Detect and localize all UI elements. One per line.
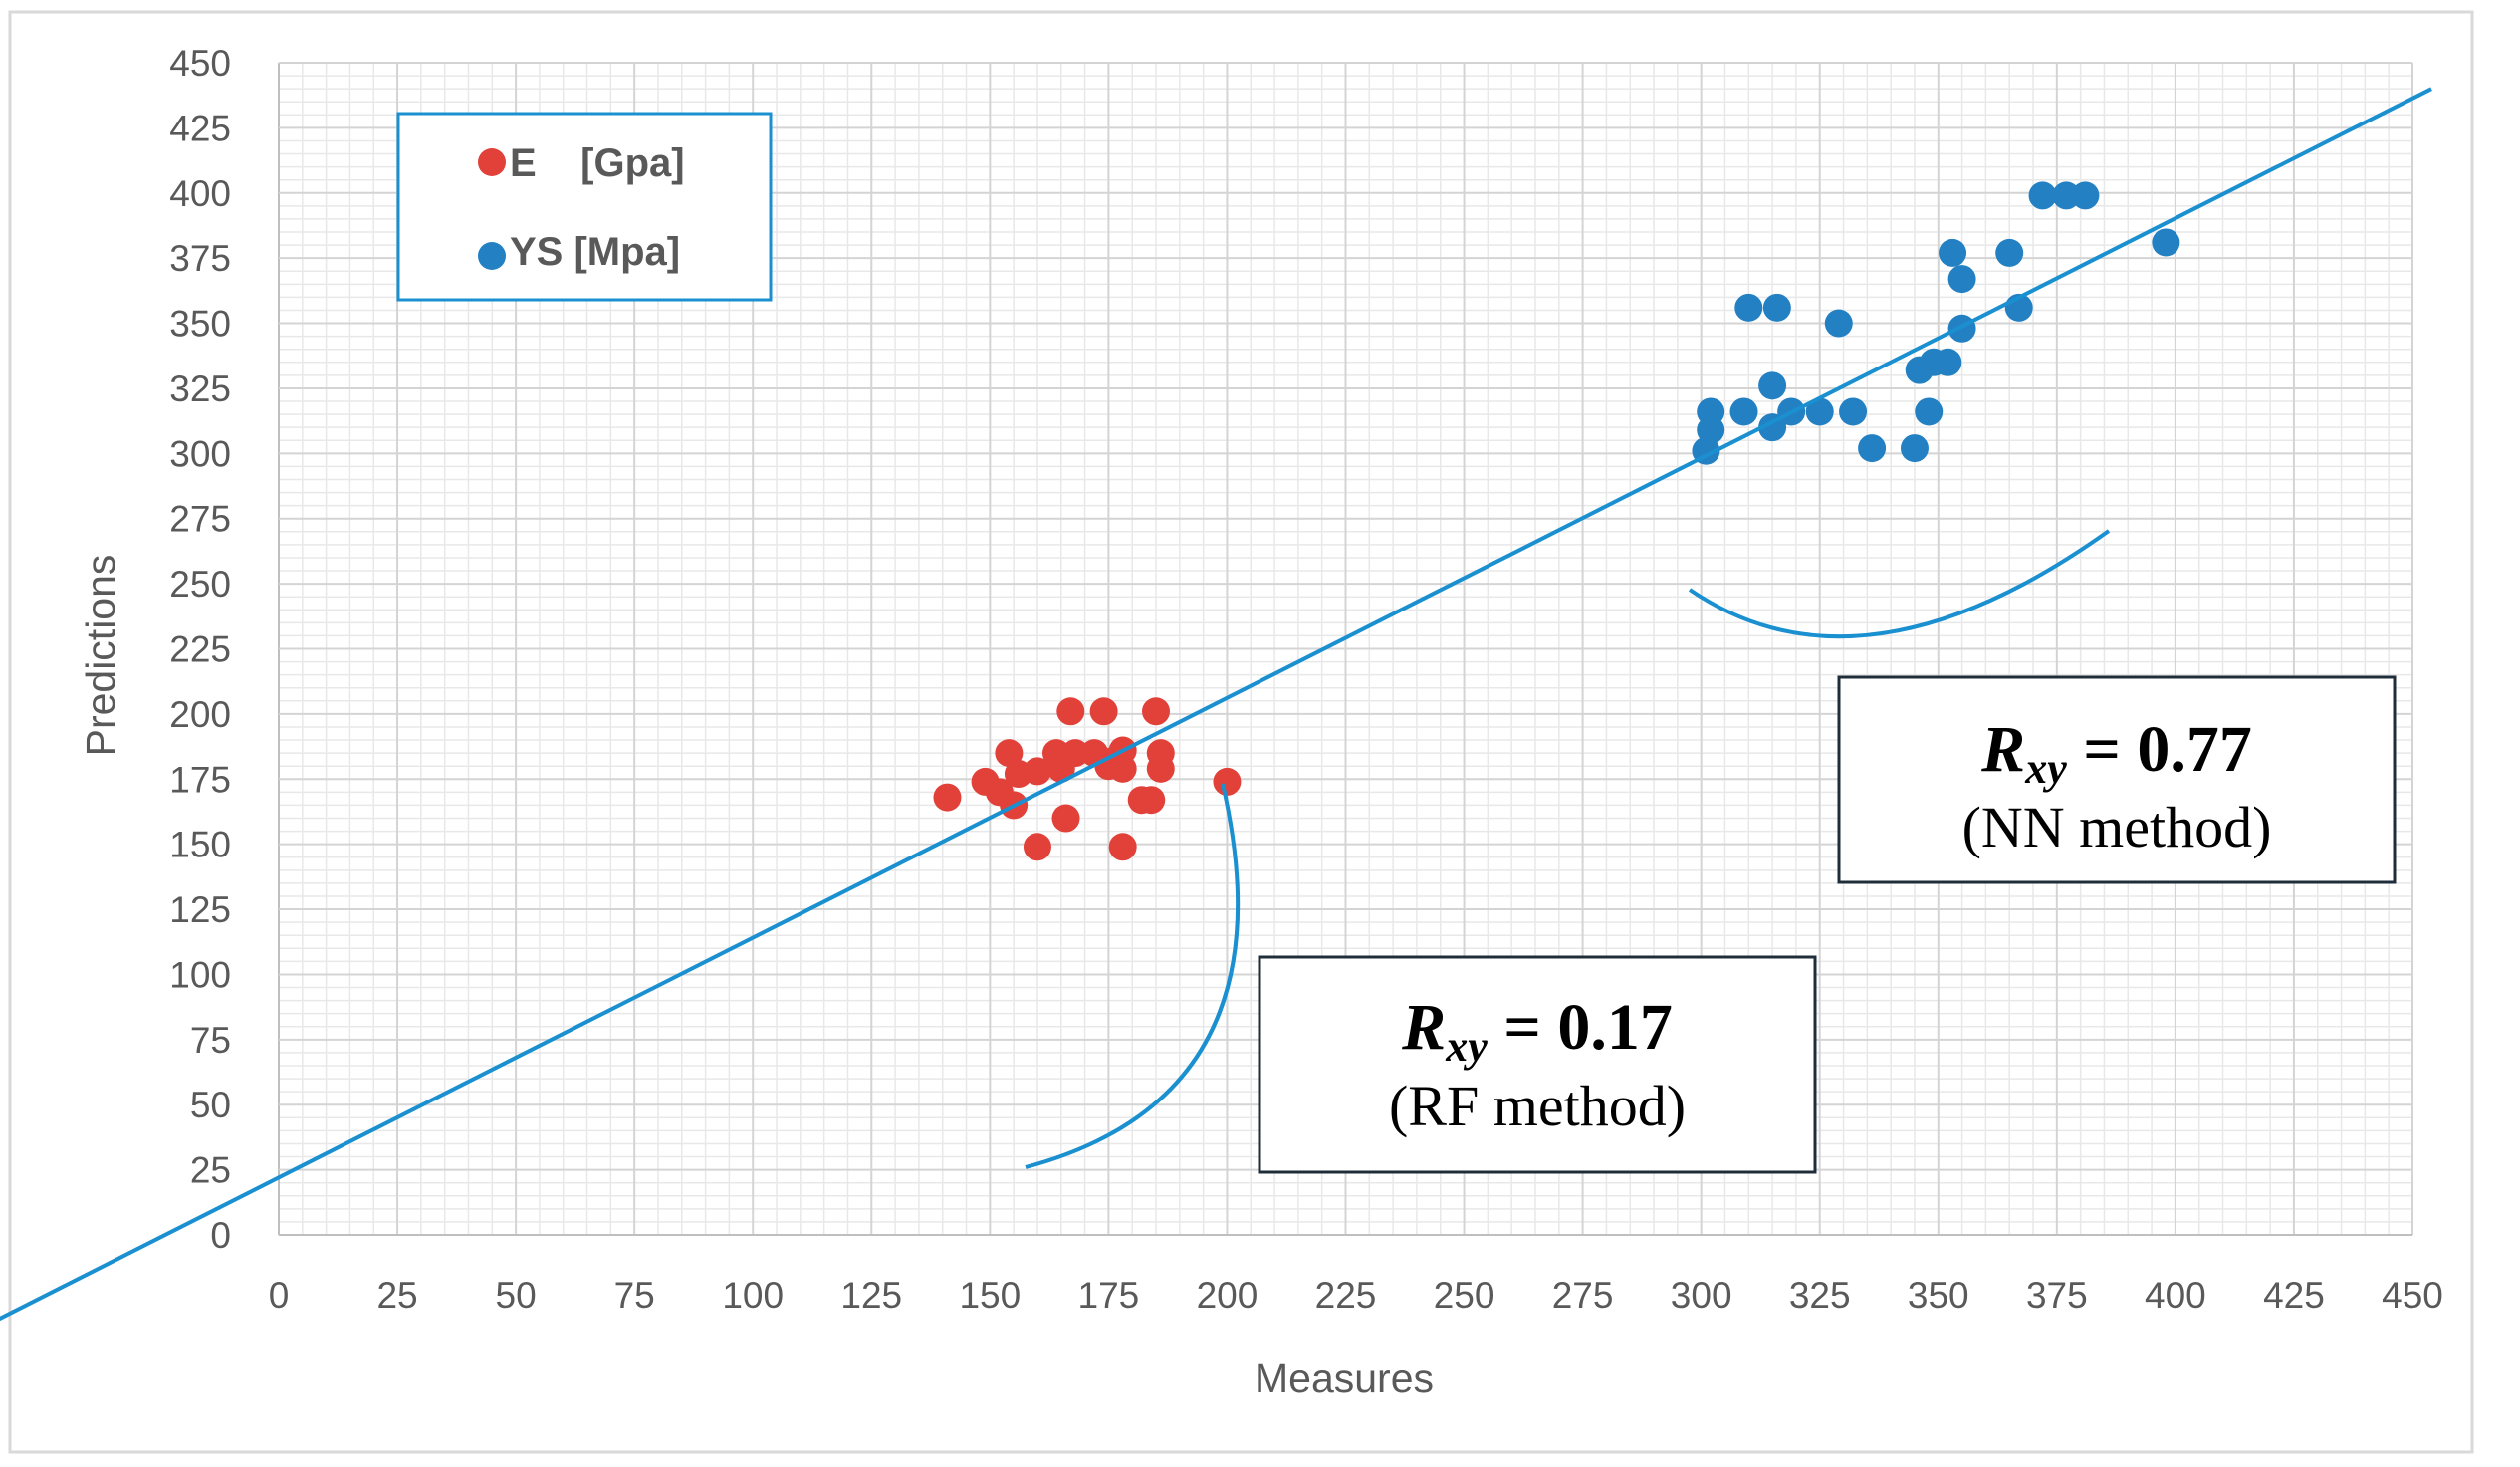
y-axis-ticks: 0 25 50 75 100 125 150 175 200 225 250 275 300 325 350… <box>169 43 231 1256</box>
nn-method-label: (NN method) <box>1962 795 2272 859</box>
y-tick-label: 200 <box>169 694 231 735</box>
legend-box <box>396 112 773 302</box>
point-ys <box>1839 397 1868 426</box>
x-tick-label: 225 <box>1315 1275 1377 1316</box>
point-ys <box>1697 397 1725 426</box>
x-axis-title: Measures <box>1255 1355 1434 1401</box>
legend-marker-ys <box>478 242 506 270</box>
nn-annotation-arc <box>1688 529 2111 639</box>
legend: E [Gpa] YS [Mpa] <box>396 112 773 302</box>
x-tick-label: 125 <box>840 1275 902 1316</box>
point-e <box>1213 767 1242 796</box>
x-tick-label: 75 <box>614 1275 655 1316</box>
y-tick-label: 300 <box>169 433 231 474</box>
point-ys <box>1939 238 1967 267</box>
point-ys <box>1995 238 2024 267</box>
point-e <box>933 783 962 812</box>
x-tick-label: 275 <box>1552 1275 1614 1316</box>
y-tick-label: 225 <box>169 629 231 670</box>
x-tick-label: 350 <box>1908 1275 1969 1316</box>
x-tick-label: 400 <box>2145 1275 2206 1316</box>
y-tick-label: 250 <box>169 564 231 605</box>
point-e <box>1023 833 1051 861</box>
x-tick-label: 375 <box>2026 1275 2088 1316</box>
rf-r-subscript: xy <box>1445 1022 1488 1071</box>
point-ys <box>1900 434 1929 463</box>
legend-label-e: E [Gpa] <box>510 141 685 185</box>
rf-r-symbol: R <box>1401 991 1446 1064</box>
point-ys <box>1915 397 1944 426</box>
point-ys <box>1947 314 1976 343</box>
x-tick-label: 100 <box>722 1275 784 1316</box>
point-ys <box>2071 181 2100 210</box>
point-e <box>1137 786 1166 815</box>
x-axis-ticks: 0 25 50 75 100 125 150 175 200 225 250 275 300 325 350… <box>269 1275 2443 1316</box>
legend-label-ys: YS [Mpa] <box>510 230 680 274</box>
x-tick-label: 150 <box>959 1275 1021 1316</box>
point-ys <box>1729 397 1758 426</box>
x-tick-label: 425 <box>2263 1275 2325 1316</box>
x-tick-label: 450 <box>2382 1275 2443 1316</box>
point-ys <box>1824 309 1853 338</box>
y-tick-label: 0 <box>210 1215 231 1256</box>
point-e <box>1108 833 1137 861</box>
point-ys <box>1947 265 1976 294</box>
y-tick-label: 450 <box>169 43 231 84</box>
x-tick-label: 250 <box>1434 1275 1495 1316</box>
rf-r-value: Rxy = 0.17 <box>1401 991 1673 1071</box>
point-e <box>1142 697 1171 726</box>
x-tick-label: 325 <box>1789 1275 1851 1316</box>
nn-annotation: Rxy = 0.77 (NN method) <box>1837 675 2397 884</box>
x-tick-label: 0 <box>269 1275 290 1316</box>
y-tick-label: 125 <box>169 889 231 930</box>
y-tick-label: 25 <box>190 1150 231 1191</box>
y-tick-label: 425 <box>169 108 231 148</box>
point-e <box>1089 697 1118 726</box>
y-tick-label: 150 <box>169 825 231 865</box>
x-tick-label: 25 <box>376 1275 417 1316</box>
nn-r-number: = 0.77 <box>2067 713 2252 786</box>
x-tick-label: 200 <box>1197 1275 1259 1316</box>
point-e <box>1146 739 1175 768</box>
y-tick-label: 350 <box>169 304 231 345</box>
y-tick-label: 75 <box>190 1020 231 1061</box>
x-tick-label: 175 <box>1078 1275 1140 1316</box>
y-tick-label: 275 <box>169 499 231 540</box>
rf-r-number: = 0.17 <box>1488 991 1673 1064</box>
point-ys <box>1734 293 1763 322</box>
rf-method-label: (RF method) <box>1389 1074 1686 1138</box>
nn-r-symbol: R <box>1980 713 2025 786</box>
point-e <box>995 739 1024 768</box>
x-tick-label: 300 <box>1671 1275 1732 1316</box>
point-ys <box>1934 348 1962 376</box>
y-tick-label: 100 <box>169 954 231 995</box>
y-axis-title: Predictions <box>78 555 123 757</box>
y-tick-label: 175 <box>169 759 231 800</box>
y-tick-label: 50 <box>190 1085 231 1125</box>
rf-annotation: Rxy = 0.17 (RF method) <box>1258 955 1817 1174</box>
point-ys <box>2028 181 2057 210</box>
point-e <box>1056 697 1085 726</box>
nn-r-value: Rxy = 0.77 <box>1980 713 2252 793</box>
legend-marker-e <box>478 148 506 176</box>
point-ys <box>1805 397 1834 426</box>
y-tick-label: 400 <box>169 173 231 214</box>
trendline <box>0 87 2432 1322</box>
y-tick-label: 325 <box>169 368 231 409</box>
x-tick-label: 50 <box>496 1275 537 1316</box>
rf-annotation-box <box>1258 955 1817 1174</box>
rf-annotation-arc <box>1025 783 1241 1169</box>
point-e <box>1023 757 1051 786</box>
nn-annotation-box <box>1837 675 2397 884</box>
point-e <box>1051 804 1080 833</box>
nn-r-subscript: xy <box>2024 744 2067 793</box>
point-ys <box>1758 371 1787 400</box>
y-tick-label: 375 <box>169 238 231 279</box>
point-ys <box>1762 293 1791 322</box>
point-ys <box>1858 434 1887 463</box>
point-ys <box>2152 228 2180 257</box>
